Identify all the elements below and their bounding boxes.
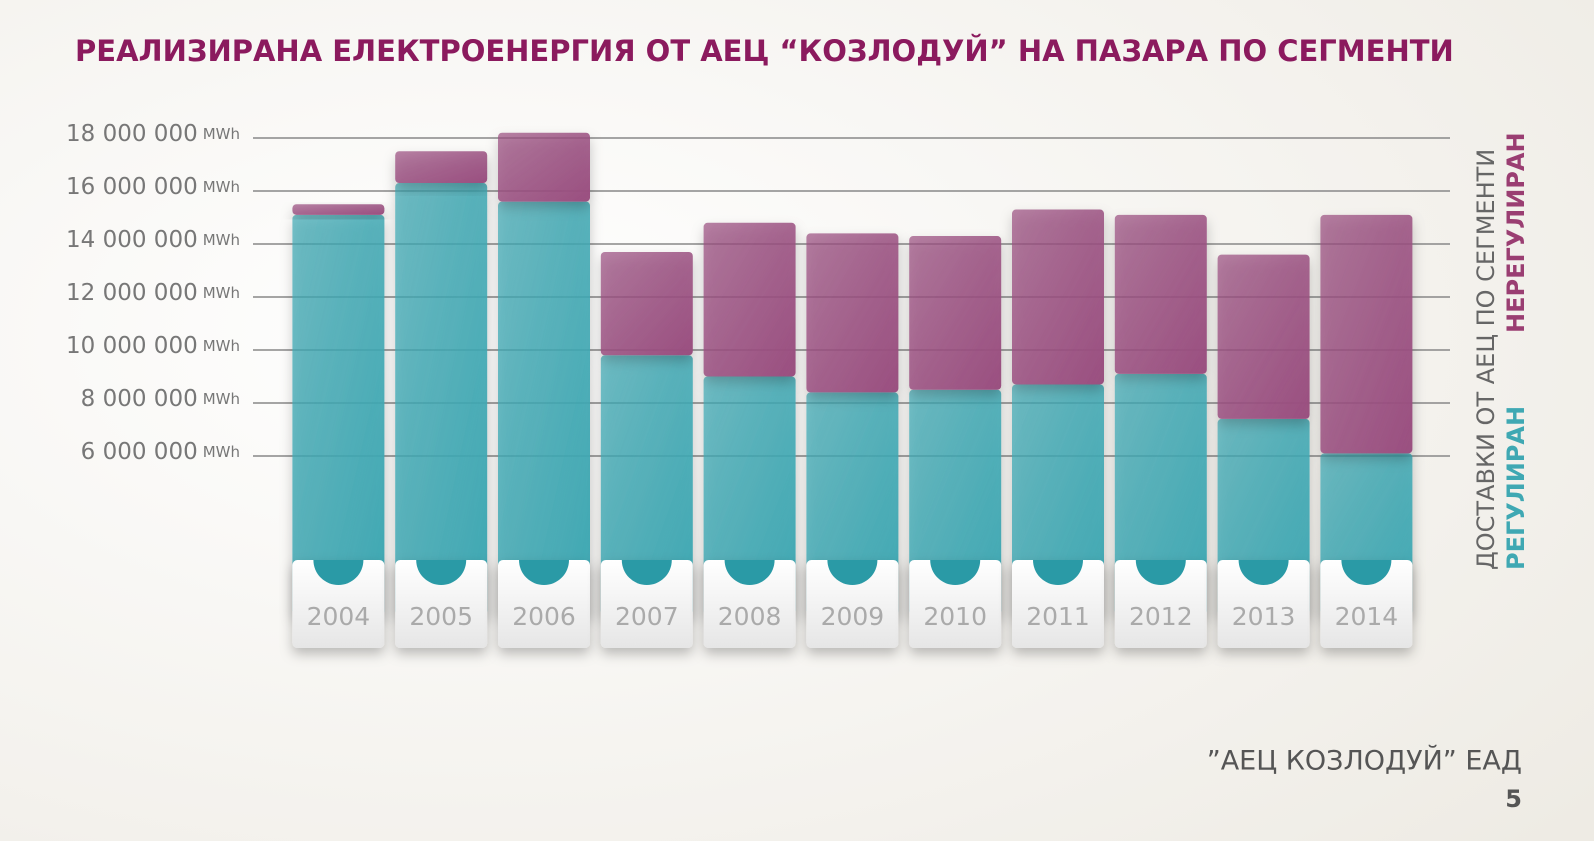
y-tick-value: 14 000 000	[66, 227, 198, 253]
x-tick-label: 2011	[1026, 602, 1090, 631]
bar-segment	[498, 132, 590, 202]
tile-notch	[1135, 560, 1186, 585]
y-tick-label: 10 000 000 MWh	[66, 333, 240, 359]
x-tick-label: 2009	[821, 602, 885, 631]
year-tile	[703, 560, 796, 648]
bar-segment	[1114, 373, 1207, 615]
y-tick-value: 6 000 000	[81, 439, 198, 465]
bar-segment	[1114, 214, 1207, 374]
y-tick-unit: MWh	[203, 125, 240, 143]
bar-segment	[1012, 209, 1104, 385]
legend-entry: НЕРЕГУЛИРАН	[1502, 132, 1530, 333]
y-tick-label: 12 000 000 MWh	[66, 280, 240, 306]
y-tick-unit: MWh	[203, 284, 240, 302]
y-tick-label: 18 000 000 MWh	[66, 121, 240, 147]
footer: ”АЕЦ КОЗЛОДУЙ” ЕАД	[1207, 745, 1522, 777]
bar-segment	[1012, 384, 1104, 615]
y-tick-unit: MWh	[203, 231, 240, 249]
y-tick-unit: MWh	[203, 443, 240, 461]
tile-notch	[930, 560, 981, 585]
bar-segment	[909, 389, 1002, 615]
bar-segment	[292, 214, 385, 615]
chart-title: РЕАЛИЗИРАНА ЕЛЕКТРОЕНЕРГИЯ ОТ АЕЦ “КОЗЛО…	[75, 34, 1454, 68]
bar-segment	[703, 376, 796, 615]
tile-notch	[519, 560, 569, 585]
y-tick-value: 10 000 000	[66, 333, 198, 359]
tile-notch	[1341, 560, 1392, 585]
tile-notch	[827, 560, 878, 585]
year-tile	[1114, 560, 1207, 648]
bar-segment	[703, 222, 796, 377]
bar-segment	[806, 392, 899, 615]
y-tick-unit: MWh	[203, 178, 240, 196]
x-tick-label: 2005	[409, 602, 473, 631]
x-tick-label: 2006	[512, 602, 576, 631]
bar-segment	[292, 204, 385, 215]
tile-notch	[313, 560, 364, 585]
year-tile	[1012, 560, 1104, 648]
year-tile	[1320, 560, 1413, 648]
year-tile	[395, 560, 488, 648]
year-tile	[292, 560, 385, 648]
page-number: 5	[1505, 785, 1522, 813]
x-tick-label: 2004	[307, 602, 371, 631]
tile-notch	[724, 560, 775, 585]
bar-segment	[806, 233, 899, 393]
legend-entry: РЕГУЛИРАН	[1502, 406, 1530, 570]
x-tick-label: 2014	[1335, 602, 1399, 631]
year-tile	[909, 560, 1002, 648]
y-tick-value: 8 000 000	[81, 386, 198, 412]
tile-notch	[621, 560, 672, 585]
bar-segment	[909, 236, 1002, 390]
y-tick-label: 16 000 000 MWh	[66, 174, 240, 200]
year-tile	[498, 560, 590, 648]
year-tile	[600, 560, 693, 648]
x-tick-label: 2010	[923, 602, 987, 631]
y-tick-label: 14 000 000 MWh	[66, 227, 240, 253]
year-tile	[806, 560, 899, 648]
bar-segment	[600, 251, 693, 356]
y-tick-unit: MWh	[203, 337, 240, 355]
y-tick-value: 12 000 000	[66, 280, 198, 306]
bar-segment	[600, 355, 693, 615]
x-tick-label: 2007	[615, 602, 679, 631]
y-tick-value: 18 000 000	[66, 121, 198, 147]
tile-notch	[1033, 560, 1083, 585]
y-tick-value: 16 000 000	[66, 174, 198, 200]
x-tick-label: 2013	[1232, 602, 1296, 631]
bar-segment	[1320, 214, 1413, 454]
y-tick-unit: MWh	[203, 390, 240, 408]
legend-title: ДОСТАВКИ ОТ АЕЦ ПО СЕГМЕНТИ	[1472, 149, 1500, 570]
tile-notch	[416, 560, 467, 585]
bar-segment	[1217, 254, 1310, 419]
bar-segment	[498, 201, 590, 615]
bar-segment	[395, 183, 488, 616]
bar-segment	[395, 151, 488, 184]
tile-notch	[1238, 560, 1289, 585]
y-tick-label: 6 000 000 MWh	[81, 439, 240, 465]
y-tick-label: 8 000 000 MWh	[81, 386, 240, 412]
x-tick-label: 2012	[1129, 602, 1193, 631]
x-tick-label: 2008	[718, 602, 782, 631]
year-tile	[1217, 560, 1310, 648]
